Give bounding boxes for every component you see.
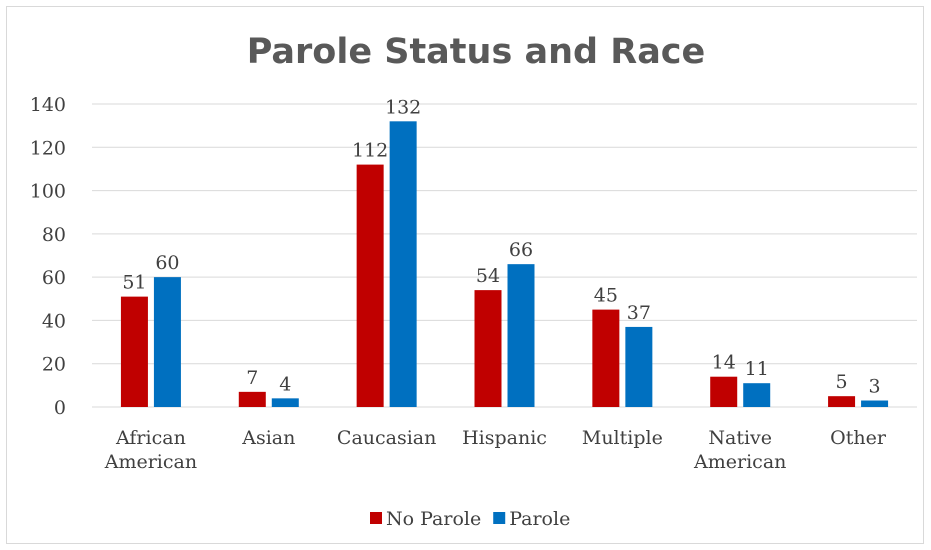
data-label: 45 xyxy=(594,285,618,307)
bar xyxy=(710,376,738,407)
y-tick-label: 0 xyxy=(54,397,66,419)
legend-swatch xyxy=(370,512,382,524)
data-label: 54 xyxy=(476,265,500,287)
y-tick-label: 100 xyxy=(30,181,66,203)
x-category-label: Other xyxy=(830,427,887,449)
bar xyxy=(861,400,889,407)
bars xyxy=(120,121,889,408)
x-category-label: Caucasian xyxy=(337,427,436,449)
x-category-label: American xyxy=(693,451,786,473)
gridlines xyxy=(92,103,917,408)
y-tick-label: 60 xyxy=(42,267,66,289)
y-tick-label: 120 xyxy=(30,137,66,159)
y-tick-label: 140 xyxy=(30,94,66,116)
x-category-label: American xyxy=(104,451,197,473)
data-label: 14 xyxy=(712,352,736,374)
bar xyxy=(389,121,417,408)
legend-label: No Parole xyxy=(386,508,481,530)
y-tick-label: 40 xyxy=(42,310,66,332)
bar xyxy=(828,396,856,407)
data-label: 37 xyxy=(627,302,651,324)
data-label: 66 xyxy=(509,239,533,261)
data-label: 60 xyxy=(155,252,179,274)
bar xyxy=(238,391,266,407)
y-axis: 0 20 40 60 80 100 120 140 xyxy=(30,94,66,419)
x-category-label: Hispanic xyxy=(462,427,547,449)
bar xyxy=(271,398,299,407)
data-labels: 51 60 7 4 112 132 54 66 45 37 14 11 5 3 xyxy=(122,96,880,397)
legend-label: Parole xyxy=(509,508,570,530)
bar xyxy=(507,264,535,407)
data-label: 112 xyxy=(352,140,388,162)
chart-frame xyxy=(6,6,924,544)
data-label: 5 xyxy=(836,371,848,393)
chart-title: Parole Status and Race xyxy=(247,32,706,72)
data-label: 7 xyxy=(246,367,258,389)
legend: No Parole Parole xyxy=(370,508,570,530)
bar xyxy=(153,277,181,407)
x-category-label: Multiple xyxy=(582,427,663,449)
bar xyxy=(592,309,620,407)
data-label: 51 xyxy=(122,272,146,294)
x-category-label: African xyxy=(115,427,186,449)
x-category-label: Native xyxy=(708,427,772,449)
legend-swatch xyxy=(493,512,506,524)
bar xyxy=(474,290,502,407)
data-label: 4 xyxy=(279,373,291,395)
y-tick-label: 20 xyxy=(42,354,66,376)
x-category-label: Asian xyxy=(241,427,295,449)
data-label: 3 xyxy=(869,376,881,398)
data-label: 132 xyxy=(385,96,421,118)
bar xyxy=(743,383,771,407)
bar xyxy=(625,326,653,407)
bar xyxy=(120,296,148,407)
bar xyxy=(356,164,384,407)
data-label: 11 xyxy=(745,358,769,380)
y-tick-label: 80 xyxy=(42,224,66,246)
